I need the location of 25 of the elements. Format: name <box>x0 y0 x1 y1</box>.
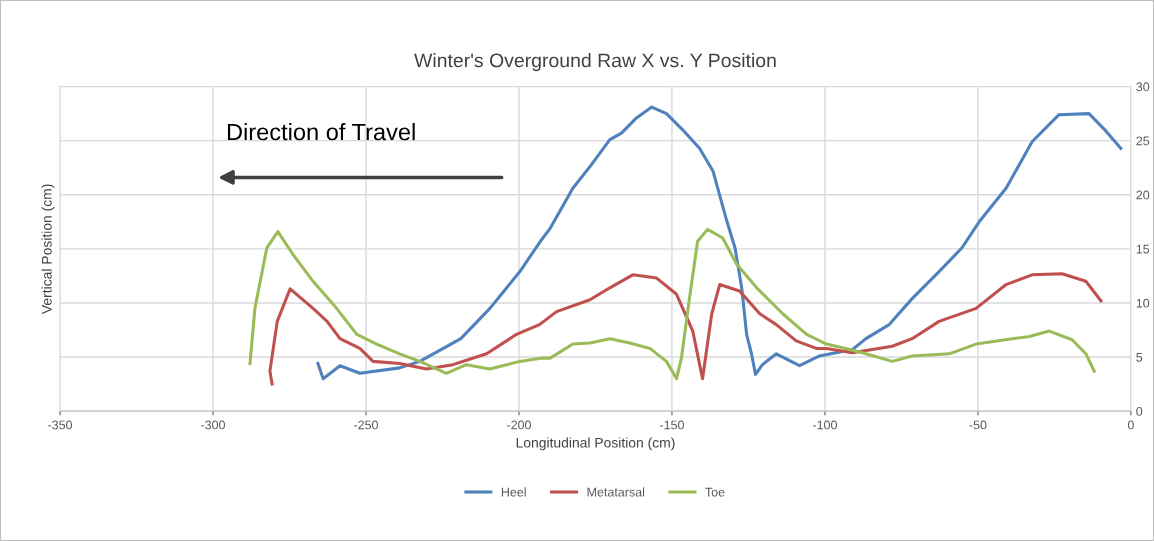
y-tick-label: 25 <box>1136 136 1150 146</box>
y-tick-label: 20 <box>1136 190 1150 200</box>
y-axis-title: Vertical Position (cm) <box>41 184 55 315</box>
legend-label: Heel <box>501 487 526 497</box>
line-series <box>268 272 1103 386</box>
x-tick-label: -50 <box>969 420 987 430</box>
annotation: Direction of Travel <box>227 123 415 141</box>
legend-label: Metatarsal <box>587 487 645 497</box>
line-series <box>248 227 1096 381</box>
x-tick-label: -150 <box>660 420 684 430</box>
x-tick-label: -100 <box>812 420 837 430</box>
chart-title: Winter's Overground Raw X vs. Y Position <box>414 53 776 72</box>
x-tick-label: -350 <box>48 420 73 430</box>
y-tick-label: 5 <box>1136 352 1143 362</box>
legend-label: Toe <box>705 487 725 497</box>
y-tick-label: 0 <box>1136 406 1143 416</box>
x-tick-label: -300 <box>201 420 226 430</box>
x-axis-title: Longitudinal Position (cm) <box>516 437 675 451</box>
y-tick-label: 10 <box>1136 298 1150 308</box>
x-tick-label: -250 <box>354 420 378 430</box>
x-tick-label: -200 <box>507 420 531 430</box>
x-tick-label: 0 <box>1127 420 1134 430</box>
line-series <box>316 105 1123 381</box>
y-tick-label: 15 <box>1136 244 1150 254</box>
y-tick-label: 30 <box>1136 82 1150 92</box>
